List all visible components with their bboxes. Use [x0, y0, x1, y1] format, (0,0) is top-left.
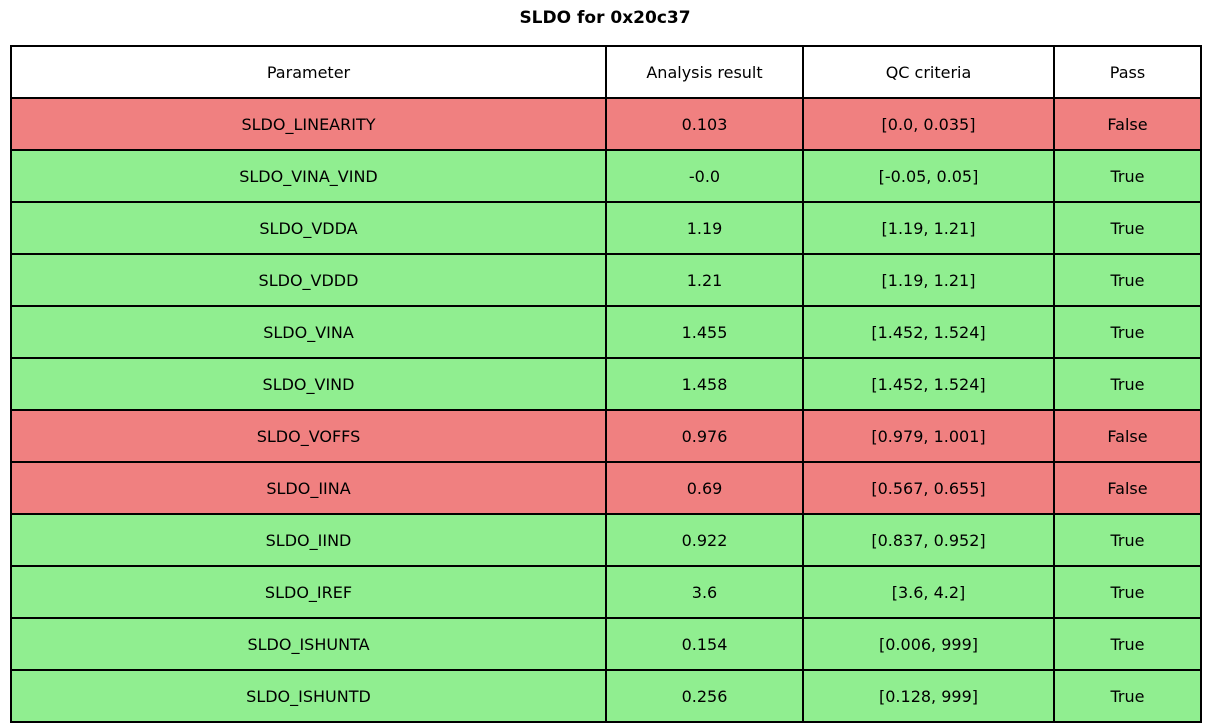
table-row: SLDO_ISHUNTD 0.256 [0.128, 999] True — [10, 669, 1202, 723]
cell-pass-status: False — [1053, 409, 1202, 463]
table-row: SLDO_VIND 1.458 [1.452, 1.524] True — [10, 357, 1202, 411]
cell-qc-criteria: [1.452, 1.524] — [802, 305, 1055, 359]
cell-qc-criteria: [1.19, 1.21] — [802, 201, 1055, 255]
table-row: SLDO_VINA_VIND -0.0 [-0.05, 0.05] True — [10, 149, 1202, 203]
table-row: SLDO_LINEARITY 0.103 [0.0, 0.035] False — [10, 97, 1202, 151]
table-row: SLDO_IREF 3.6 [3.6, 4.2] True — [10, 565, 1202, 619]
cell-qc-criteria: [0.006, 999] — [802, 617, 1055, 671]
cell-analysis-result: 1.21 — [605, 253, 804, 307]
cell-parameter: SLDO_VOFFS — [10, 409, 607, 463]
cell-analysis-result: 0.69 — [605, 461, 804, 515]
cell-analysis-result: 0.103 — [605, 97, 804, 151]
cell-qc-criteria: [0.979, 1.001] — [802, 409, 1055, 463]
table-body: SLDO_LINEARITY 0.103 [0.0, 0.035] False … — [10, 97, 1202, 723]
cell-parameter: SLDO_VDDD — [10, 253, 607, 307]
cell-qc-criteria: [3.6, 4.2] — [802, 565, 1055, 619]
table-row: SLDO_IINA 0.69 [0.567, 0.655] False — [10, 461, 1202, 515]
cell-analysis-result: 3.6 — [605, 565, 804, 619]
cell-pass-status: True — [1053, 149, 1202, 203]
table-row: SLDO_VOFFS 0.976 [0.979, 1.001] False — [10, 409, 1202, 463]
cell-pass-status: False — [1053, 97, 1202, 151]
qc-results-table: Parameter Analysis result QC criteria Pa… — [10, 45, 1202, 723]
cell-parameter: SLDO_IREF — [10, 565, 607, 619]
cell-parameter: SLDO_IIND — [10, 513, 607, 567]
cell-analysis-result: 1.455 — [605, 305, 804, 359]
cell-analysis-result: -0.0 — [605, 149, 804, 203]
cell-analysis-result: 0.976 — [605, 409, 804, 463]
cell-parameter: SLDO_VINA — [10, 305, 607, 359]
cell-parameter: SLDO_LINEARITY — [10, 97, 607, 151]
cell-analysis-result: 1.458 — [605, 357, 804, 411]
cell-qc-criteria: [0.128, 999] — [802, 669, 1055, 723]
cell-pass-status: True — [1053, 565, 1202, 619]
cell-pass-status: True — [1053, 253, 1202, 307]
cell-pass-status: True — [1053, 617, 1202, 671]
table-header: Parameter Analysis result QC criteria Pa… — [10, 45, 1202, 99]
cell-analysis-result: 1.19 — [605, 201, 804, 255]
table-row: SLDO_VDDA 1.19 [1.19, 1.21] True — [10, 201, 1202, 255]
table-row: SLDO_VINA 1.455 [1.452, 1.524] True — [10, 305, 1202, 359]
cell-pass-status: True — [1053, 201, 1202, 255]
cell-qc-criteria: [0.837, 0.952] — [802, 513, 1055, 567]
cell-pass-status: True — [1053, 357, 1202, 411]
table-row: SLDO_IIND 0.922 [0.837, 0.952] True — [10, 513, 1202, 567]
cell-qc-criteria: [1.452, 1.524] — [802, 357, 1055, 411]
column-header-pass: Pass — [1053, 45, 1202, 99]
chart-title: SLDO for 0x20c37 — [519, 8, 691, 28]
cell-parameter: SLDO_VINA_VIND — [10, 149, 607, 203]
cell-pass-status: False — [1053, 461, 1202, 515]
cell-parameter: SLDO_VDDA — [10, 201, 607, 255]
column-header-analysis-result: Analysis result — [605, 45, 804, 99]
cell-pass-status: True — [1053, 669, 1202, 723]
cell-qc-criteria: [0.567, 0.655] — [802, 461, 1055, 515]
cell-qc-criteria: [0.0, 0.035] — [802, 97, 1055, 151]
cell-parameter: SLDO_ISHUNTD — [10, 669, 607, 723]
cell-qc-criteria: [-0.05, 0.05] — [802, 149, 1055, 203]
cell-analysis-result: 0.922 — [605, 513, 804, 567]
cell-parameter: SLDO_IINA — [10, 461, 607, 515]
header-row: Parameter Analysis result QC criteria Pa… — [10, 45, 1202, 99]
table-row: SLDO_ISHUNTA 0.154 [0.006, 999] True — [10, 617, 1202, 671]
cell-pass-status: True — [1053, 305, 1202, 359]
cell-analysis-result: 0.256 — [605, 669, 804, 723]
column-header-parameter: Parameter — [10, 45, 607, 99]
cell-analysis-result: 0.154 — [605, 617, 804, 671]
table-row: SLDO_VDDD 1.21 [1.19, 1.21] True — [10, 253, 1202, 307]
cell-parameter: SLDO_VIND — [10, 357, 607, 411]
cell-parameter: SLDO_ISHUNTA — [10, 617, 607, 671]
cell-qc-criteria: [1.19, 1.21] — [802, 253, 1055, 307]
cell-pass-status: True — [1053, 513, 1202, 567]
column-header-qc-criteria: QC criteria — [802, 45, 1055, 99]
